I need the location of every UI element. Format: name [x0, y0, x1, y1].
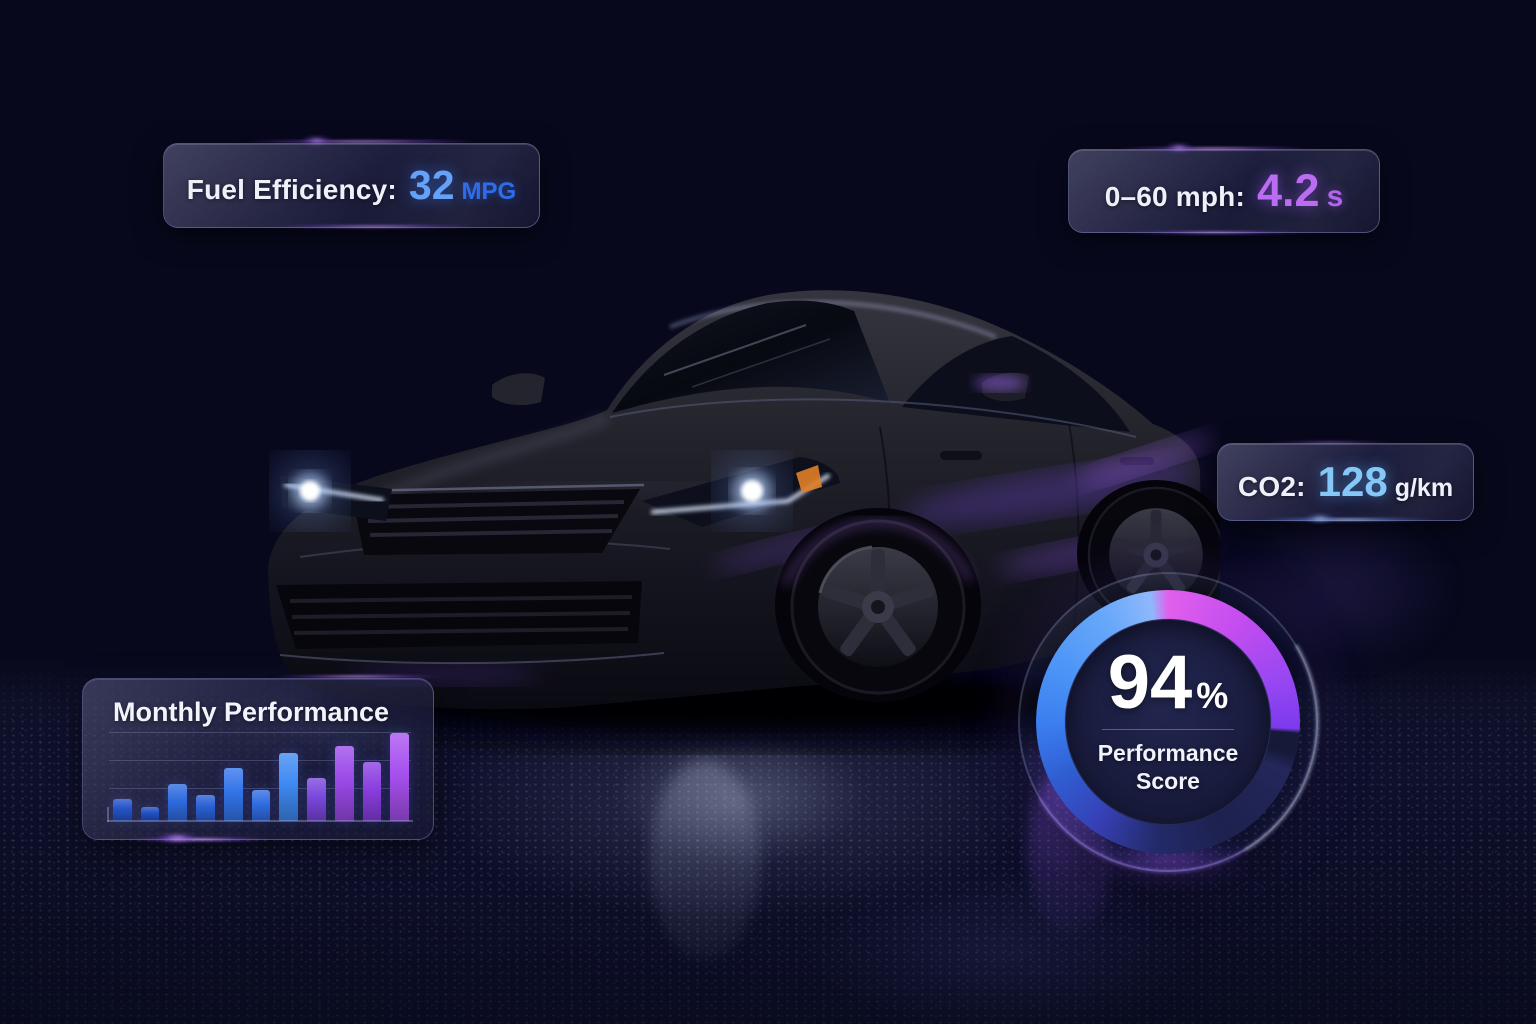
fuel-efficiency-card: Fuel Efficiency: 32 MPG — [163, 143, 540, 228]
chart-bar — [168, 784, 188, 821]
acceleration-value: 4.2 — [1257, 165, 1320, 216]
co2-value: 128 — [1317, 458, 1388, 505]
chart-y-axis — [107, 807, 109, 822]
acceleration-label: 0–60 mph: — [1104, 181, 1246, 212]
acceleration-card: 0–60 mph: 4.2 s — [1068, 149, 1380, 233]
chart-bar — [223, 768, 243, 821]
chart-bar — [251, 790, 271, 821]
chart-bar — [390, 733, 410, 821]
co2-unit: g/km — [1394, 474, 1454, 502]
chart-bar — [362, 762, 382, 821]
acceleration-unit: s — [1326, 180, 1344, 213]
gauge-percent-sign: % — [1196, 674, 1229, 716]
gauge-divider — [1102, 729, 1234, 731]
chart-x-axis — [107, 820, 413, 822]
chart-bar — [113, 799, 132, 821]
chart-bar — [307, 778, 326, 821]
monthly-performance-card: Monthly Performance — [82, 678, 434, 840]
fuel-label: Fuel Efficiency: — [186, 174, 397, 205]
chart-bar — [140, 807, 160, 821]
gauge-value: 94 — [1107, 639, 1193, 725]
side-mirror-left — [492, 373, 545, 406]
gauge-label: Performance Score — [1098, 739, 1239, 795]
co2-card: CO2: 128 g/km — [1217, 443, 1474, 521]
gauge-label-line2: Score — [1136, 768, 1200, 795]
co2-label: CO2: — [1237, 471, 1306, 502]
chart-bar — [196, 795, 215, 821]
chart-bar — [279, 753, 299, 821]
gauge-inner-disc: 94 % Performance Score — [1065, 619, 1271, 825]
headlight-left — [276, 457, 392, 525]
fuel-unit: MPG — [461, 178, 517, 205]
chart-bar — [334, 746, 354, 821]
floor-reflection-streak — [650, 760, 760, 960]
gauge-label-line1: Performance — [1097, 740, 1239, 767]
chart-bars — [113, 721, 410, 821]
performance-gauge: 94 % Performance Score — [1018, 572, 1318, 888]
fuel-value: 32 — [408, 162, 455, 208]
